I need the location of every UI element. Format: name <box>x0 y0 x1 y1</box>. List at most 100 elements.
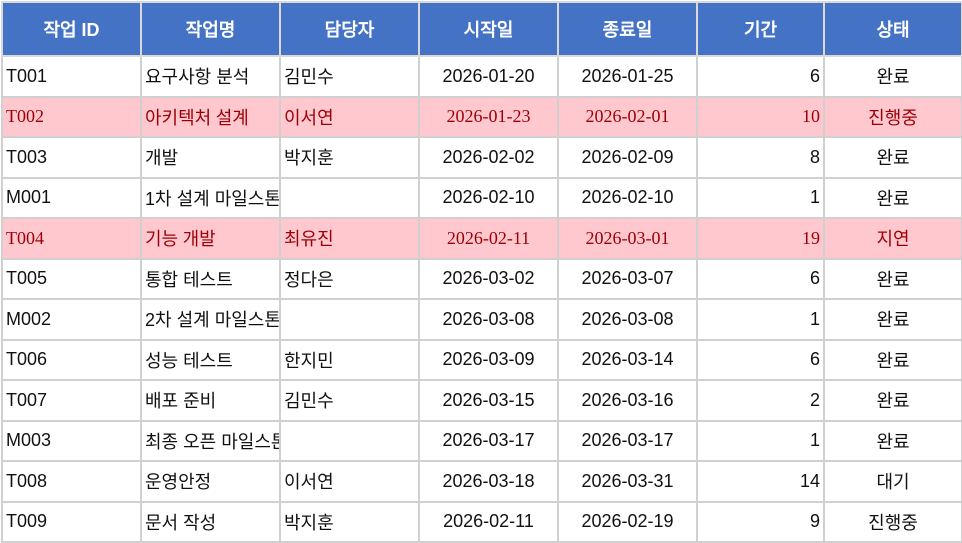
table-row: T008 운영안정 이서연 2026-03-18 2026-03-31 14 대기 <box>1 460 962 503</box>
table-cell: 6 <box>696 55 825 98</box>
table-cell: 2026-03-17 <box>557 419 698 462</box>
table-cell: 2026-03-17 <box>418 419 559 462</box>
table-cell: 19 <box>696 217 825 260</box>
table-cell: 2026-03-07 <box>557 257 698 300</box>
table-cell: 최유진 <box>279 217 420 260</box>
table-cell: 10 <box>696 95 825 138</box>
table-cell: 2 <box>696 379 825 422</box>
table-row: M001 1차 설계 마일스톤 2026-02-10 2026-02-10 1 완료 <box>1 176 962 219</box>
table-row: T003 개발 박지훈 2026-02-02 2026-02-09 8 완료 <box>1 136 962 179</box>
table-row: T007 배포 준비 김민수 2026-03-15 2026-03-16 2 완료 <box>1 379 962 422</box>
table-cell: 2026-03-15 <box>418 379 559 422</box>
table-cell: 2026-02-10 <box>418 176 559 219</box>
column-header: 작업명 <box>140 1 281 57</box>
table-cell: 6 <box>696 257 825 300</box>
table-cell: 완료 <box>823 298 962 341</box>
table-cell: 2026-02-19 <box>557 500 698 543</box>
table-cell: 완료 <box>823 379 962 422</box>
table-cell: T001 <box>1 55 142 98</box>
table-cell: 2026-03-14 <box>557 338 698 381</box>
table-cell: 2차 설계 마일스톤 <box>140 298 281 341</box>
table-cell: 2026-03-08 <box>418 298 559 341</box>
table-row: T001 요구사항 분석 김민수 2026-01-20 2026-01-25 6 완료 <box>1 55 962 98</box>
table-cell: 완료 <box>823 419 962 462</box>
table-cell <box>279 176 420 219</box>
table-cell: 2026-02-11 <box>418 500 559 543</box>
table-cell: 2026-01-23 <box>418 95 559 138</box>
table-cell: 완료 <box>823 176 962 219</box>
table-cell: 이서연 <box>279 460 420 503</box>
table-cell: T008 <box>1 460 142 503</box>
table-cell: 2026-03-31 <box>557 460 698 503</box>
table-cell: T003 <box>1 136 142 179</box>
table-cell: 완료 <box>823 338 962 381</box>
table-cell: 2026-02-11 <box>418 217 559 260</box>
table-cell: 진행중 <box>823 500 962 543</box>
table-cell: 최종 오픈 마일스톤 <box>140 419 281 462</box>
table-cell: 1 <box>696 419 825 462</box>
table-cell: 통합 테스트 <box>140 257 281 300</box>
table-cell: 완료 <box>823 136 962 179</box>
table-row: T004 기능 개발 최유진 2026-02-11 2026-03-01 19 지연 <box>1 217 962 260</box>
table-cell: 이서연 <box>279 95 420 138</box>
table-row: M002 2차 설계 마일스톤 2026-03-08 2026-03-08 1 완료 <box>1 298 962 341</box>
table-cell: 2026-03-09 <box>418 338 559 381</box>
table-cell: T004 <box>1 217 142 260</box>
table-cell: 개발 <box>140 136 281 179</box>
column-header: 기간 <box>696 1 825 57</box>
table-cell: 2026-02-10 <box>557 176 698 219</box>
table-cell: 2026-03-16 <box>557 379 698 422</box>
table-row: T006 성능 테스트 한지민 2026-03-09 2026-03-14 6 완료 <box>1 338 962 381</box>
table-cell: 운영안정 <box>140 460 281 503</box>
header-row: 작업 ID 작업명 담당자 시작일 종료일 기간 상태 <box>1 1 962 57</box>
table-cell: 김민수 <box>279 55 420 98</box>
table-cell: 배포 준비 <box>140 379 281 422</box>
table-row: M003 최종 오픈 마일스톤 2026-03-17 2026-03-17 1 완료 <box>1 419 962 462</box>
table-cell: T007 <box>1 379 142 422</box>
column-header: 담당자 <box>279 1 420 57</box>
table-cell: 김민수 <box>279 379 420 422</box>
table-row: T002 아키텍처 설계 이서연 2026-01-23 2026-02-01 10 진행중 <box>1 95 962 138</box>
table-cell: 문서 작성 <box>140 500 281 543</box>
table-cell: 요구사항 분석 <box>140 55 281 98</box>
table-cell: M001 <box>1 176 142 219</box>
table-body: T001 요구사항 분석 김민수 2026-01-20 2026-01-25 6 완료 T00… <box>1 55 962 543</box>
table-cell: 2026-01-20 <box>418 55 559 98</box>
table-cell: 한지민 <box>279 338 420 381</box>
table-cell: 1차 설계 마일스톤 <box>140 176 281 219</box>
table-cell: M003 <box>1 419 142 462</box>
table-cell: 지연 <box>823 217 962 260</box>
column-header: 상태 <box>823 1 962 57</box>
table-cell: 대기 <box>823 460 962 503</box>
table-row: T005 통합 테스트 정다은 2026-03-02 2026-03-07 6 완료 <box>1 257 962 300</box>
table-cell: T005 <box>1 257 142 300</box>
column-header: 종료일 <box>557 1 698 57</box>
table-cell: 2026-02-09 <box>557 136 698 179</box>
table-cell: 완료 <box>823 55 962 98</box>
table-cell: T009 <box>1 500 142 543</box>
table-cell: 박지훈 <box>279 136 420 179</box>
table-cell <box>279 298 420 341</box>
table-cell: 1 <box>696 298 825 341</box>
table-cell: 9 <box>696 500 825 543</box>
table-cell: 진행중 <box>823 95 962 138</box>
table-cell: 1 <box>696 176 825 219</box>
table-cell: 2026-02-02 <box>418 136 559 179</box>
table-cell: 완료 <box>823 257 962 300</box>
table-row: T009 문서 작성 박지훈 2026-02-11 2026-02-19 9 진행중 <box>1 500 962 543</box>
column-header: 시작일 <box>418 1 559 57</box>
table-cell: 아키텍처 설계 <box>140 95 281 138</box>
table-cell: 2026-03-18 <box>418 460 559 503</box>
table-cell: 정다은 <box>279 257 420 300</box>
table-cell: 2026-03-02 <box>418 257 559 300</box>
table-header: 작업 ID 작업명 담당자 시작일 종료일 기간 상태 <box>1 1 962 57</box>
table-cell: T002 <box>1 95 142 138</box>
table-cell: 2026-03-08 <box>557 298 698 341</box>
table-cell: T006 <box>1 338 142 381</box>
table-cell: 기능 개발 <box>140 217 281 260</box>
table-cell <box>279 419 420 462</box>
table-cell: 성능 테스트 <box>140 338 281 381</box>
table-cell: M002 <box>1 298 142 341</box>
